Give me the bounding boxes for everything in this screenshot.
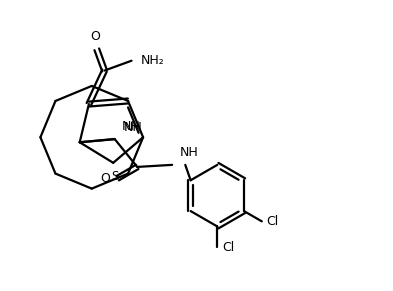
Text: O: O — [90, 30, 100, 43]
Text: Cl: Cl — [222, 241, 235, 253]
Text: Cl: Cl — [267, 215, 279, 228]
Text: NH: NH — [180, 146, 198, 159]
Text: NH: NH — [122, 120, 141, 133]
Text: NH₂: NH₂ — [141, 54, 164, 67]
Text: O: O — [100, 172, 110, 185]
Text: S: S — [112, 170, 119, 183]
Text: NH: NH — [123, 121, 142, 134]
